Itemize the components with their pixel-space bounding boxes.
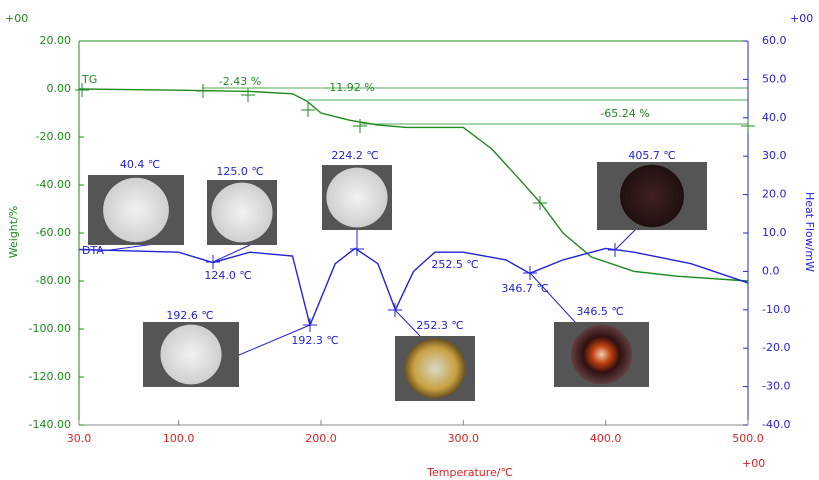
annotation: -11.92 % — [325, 81, 374, 94]
annotation: 192.3 ℃ — [291, 334, 338, 347]
photo-label: 252.3 ℃ — [416, 319, 463, 332]
y-tick-label: -80.00 — [36, 274, 71, 287]
photo-sample — [326, 168, 387, 228]
x-tick-label: 300.0 — [448, 432, 480, 445]
y-axis-label: Weight/% — [7, 206, 20, 258]
photo-label: 346.5 ℃ — [576, 305, 623, 318]
annotation: 252.5 ℃ — [431, 258, 478, 271]
annotation: -2.43 % — [219, 75, 261, 88]
photo-label: 40.4 ℃ — [120, 158, 160, 171]
legend-label: TG — [81, 73, 97, 86]
y-tick-label: -120.00 — [29, 370, 71, 383]
photo-sample — [404, 339, 465, 399]
leader-line — [530, 273, 575, 322]
y2-tick-label: 0.0 — [762, 264, 780, 277]
photo-sample — [103, 178, 169, 242]
legend-label: DTA — [82, 244, 104, 257]
y-tick-label: -40.00 — [36, 178, 71, 191]
x-tick-label: 200.0 — [305, 432, 337, 445]
photo-label: 125.0 ℃ — [216, 165, 263, 178]
chart: 20.00 0.00 -20.00 -40.00 -60.00 -80.00 -100.00… — [0, 0, 819, 480]
y-tick-label: 20.00 — [40, 34, 72, 47]
photo-label: 224.2 ℃ — [331, 149, 378, 162]
photo-sample — [160, 325, 221, 385]
annotation: -65.24 % — [600, 107, 649, 120]
x-axis-label: Temperature/℃ — [426, 466, 513, 479]
x-tick-label: 500.0 — [732, 432, 764, 445]
x-tick-label: 100.0 — [163, 432, 195, 445]
y-tick-label: 0.00 — [47, 82, 72, 95]
x-tick-label: 400.0 — [590, 432, 622, 445]
y2-tick-label: -20.0 — [762, 341, 790, 354]
y-tick-label: -20.00 — [36, 130, 71, 143]
photo-sample — [571, 325, 632, 385]
y2-tick-label: 10.0 — [762, 226, 787, 239]
y2-tick-label: 60.0 — [762, 34, 787, 47]
y2-tick-label: 30.0 — [762, 149, 787, 162]
y-tick-label: -140.00 — [29, 418, 71, 431]
annotation: 124.0 ℃ — [204, 269, 251, 282]
y2-tick-label: 20.0 — [762, 188, 787, 201]
annotation: 346.7 ℃ — [501, 282, 548, 295]
photo-label: 405.7 ℃ — [628, 149, 675, 162]
photo-label: 192.6 ℃ — [166, 309, 213, 322]
y2-tick-label: -30.0 — [762, 380, 790, 393]
corner-label: +00 — [742, 457, 765, 470]
corner-label: +00 — [790, 12, 813, 25]
corner-label: +00 — [5, 12, 28, 25]
y-tick-label: -60.00 — [36, 226, 71, 239]
y2-tick-label: -40.0 — [762, 418, 790, 431]
x-tick-label: 30.0 — [67, 432, 92, 445]
photo-sample — [620, 165, 684, 228]
y2-axis-label: Heat Flow/mW — [803, 192, 816, 272]
y-tick-label: -100.00 — [29, 322, 71, 335]
y2-tick-label: 50.0 — [762, 72, 787, 85]
photo-sample — [211, 183, 272, 243]
y2-tick-label: 40.0 — [762, 111, 787, 124]
y2-tick-label: -10.0 — [762, 303, 790, 316]
